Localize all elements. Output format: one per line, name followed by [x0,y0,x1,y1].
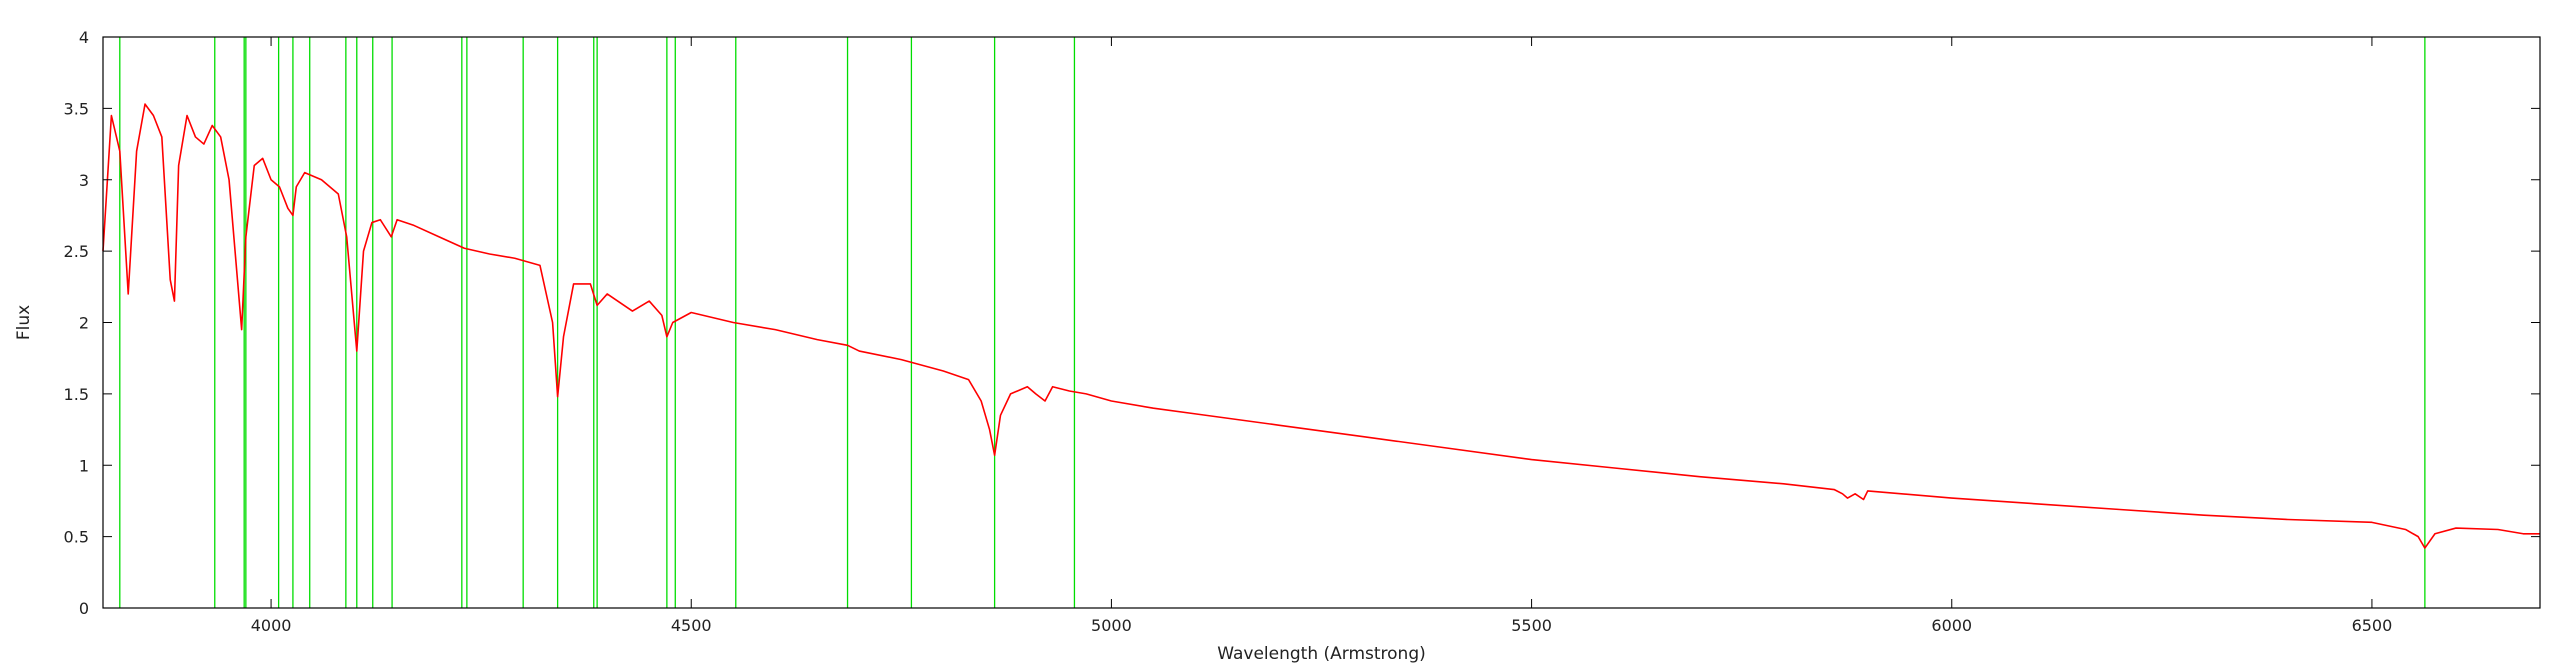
plot-frame [102,36,2541,609]
y-tick-label: 2.5 [64,242,89,261]
y-axis-title: Flux [14,305,34,340]
y-tick-label: 2 [79,314,89,333]
y-tick-label: 4 [79,28,89,47]
x-tick-label: 5500 [1511,616,1552,635]
x-tick-label: 4500 [671,616,712,635]
y-axis-ticks: 0 0.5 1 1.5 2 2.5 3 3.5 4 [64,28,2540,618]
y-tick-label: 3.5 [64,99,89,118]
y-tick-label: 0 [79,599,89,618]
x-tick-label: 5000 [1091,616,1132,635]
y-tick-label: 1 [79,456,89,475]
x-tick-label: 6500 [2352,616,2393,635]
x-tick-label: 6000 [1931,616,1972,635]
x-axis-title: Wavelength (Armstrong) [1217,644,1426,664]
y-tick-label: 3 [79,171,89,190]
x-tick-label: 4000 [251,616,292,635]
x-axis-ticks: 4000 4500 5000 5500 6000 6500 [251,37,2393,635]
reference-lines [119,37,2426,608]
y-tick-label: 1.5 [64,385,89,404]
spectrum-series-line [102,103,2540,549]
y-tick-label: 0.5 [64,528,89,547]
